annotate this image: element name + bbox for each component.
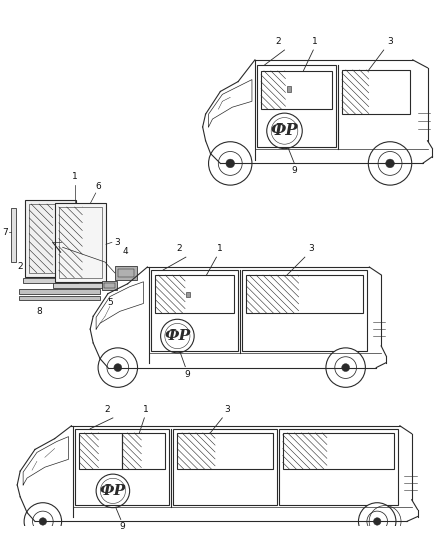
- Text: 1: 1: [216, 244, 222, 253]
- Text: 1: 1: [143, 405, 149, 414]
- Text: 3: 3: [388, 37, 393, 46]
- Bar: [122, 433, 165, 469]
- Bar: [286, 86, 290, 92]
- Text: 2: 2: [176, 244, 182, 253]
- Bar: [79, 433, 122, 469]
- Text: 9: 9: [120, 522, 126, 531]
- Text: 2: 2: [104, 405, 110, 414]
- Bar: [55, 203, 106, 282]
- Bar: [152, 270, 238, 351]
- Bar: [11, 208, 16, 262]
- Bar: [186, 292, 190, 297]
- Text: 1: 1: [72, 172, 78, 181]
- Bar: [59, 207, 102, 278]
- Text: 3: 3: [308, 244, 314, 253]
- Bar: [102, 281, 117, 289]
- Circle shape: [326, 348, 365, 387]
- Circle shape: [342, 364, 350, 372]
- Circle shape: [98, 348, 138, 387]
- Text: ФР: ФР: [271, 123, 298, 140]
- Text: 1: 1: [312, 37, 318, 46]
- Bar: [177, 433, 273, 469]
- Circle shape: [386, 159, 394, 168]
- Text: 9: 9: [184, 369, 190, 378]
- Text: 3: 3: [224, 405, 230, 414]
- Text: 3: 3: [114, 238, 120, 247]
- Bar: [283, 433, 394, 469]
- Bar: [257, 65, 336, 147]
- Text: ФР: ФР: [164, 329, 191, 343]
- Text: 9: 9: [291, 166, 297, 175]
- Circle shape: [114, 364, 122, 372]
- Bar: [23, 278, 78, 283]
- Bar: [342, 70, 410, 114]
- Bar: [53, 283, 108, 288]
- Circle shape: [368, 142, 412, 185]
- Text: 6: 6: [95, 182, 101, 191]
- Bar: [261, 71, 332, 109]
- Text: 2: 2: [18, 262, 23, 271]
- Bar: [246, 275, 364, 313]
- Circle shape: [208, 142, 252, 185]
- Circle shape: [374, 518, 381, 525]
- Bar: [279, 429, 398, 505]
- Bar: [25, 200, 76, 277]
- Text: 2: 2: [276, 37, 281, 46]
- Text: 4: 4: [123, 247, 128, 256]
- Bar: [75, 429, 169, 505]
- Bar: [29, 204, 72, 273]
- Bar: [104, 283, 115, 288]
- Bar: [19, 289, 100, 294]
- Circle shape: [24, 503, 62, 533]
- Bar: [19, 296, 100, 300]
- Text: 8: 8: [36, 308, 42, 317]
- Bar: [173, 429, 277, 505]
- Text: 5: 5: [107, 297, 113, 306]
- Text: ФР: ФР: [100, 484, 126, 498]
- Circle shape: [39, 518, 46, 525]
- Bar: [155, 275, 234, 313]
- Circle shape: [226, 159, 235, 168]
- Bar: [242, 270, 367, 351]
- Circle shape: [358, 503, 396, 533]
- Bar: [115, 266, 137, 280]
- Bar: [118, 269, 134, 277]
- Text: 7: 7: [3, 228, 8, 237]
